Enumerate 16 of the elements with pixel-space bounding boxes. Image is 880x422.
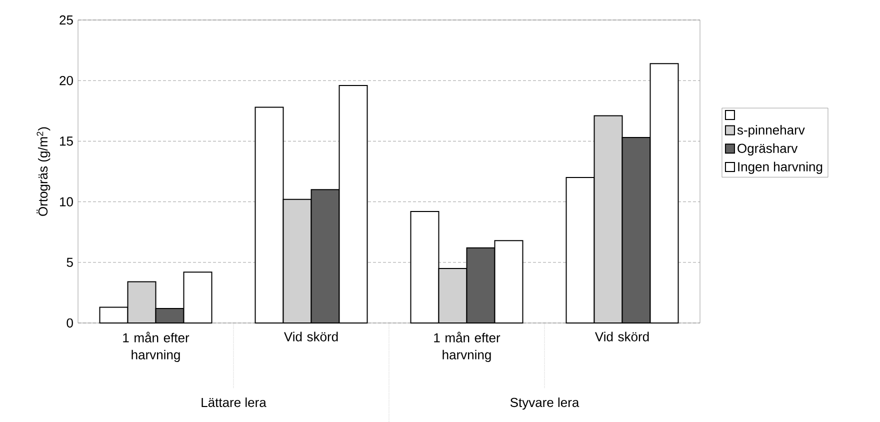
y-tick-label: 15 [60,136,73,146]
y-axis-title: Örtogräs (g/m$^{2}$) [36,127,50,216]
x-tick-label: 1 mån efter harvning [123,332,190,362]
y-tick-label: 10 [60,197,73,206]
x-tick-label: 1 mån efter harvning [434,332,500,362]
y-tick-label: 20 [60,76,73,86]
x-tick-label: Vid skörd [284,332,338,342]
y-tick-label: 25 [60,15,73,25]
legend-label: s-pinneharv [737,125,805,138]
text: Lättare lera [202,398,266,408]
y-tick-label: 0 [66,318,73,328]
legend-label: Ogräsharv [738,143,798,156]
text: Styvare lera [510,398,580,410]
x-tick-label: Vid skörd [594,332,649,342]
y-tick-label: 5 [66,258,73,267]
legend-label: Ingen harvning [738,162,822,174]
